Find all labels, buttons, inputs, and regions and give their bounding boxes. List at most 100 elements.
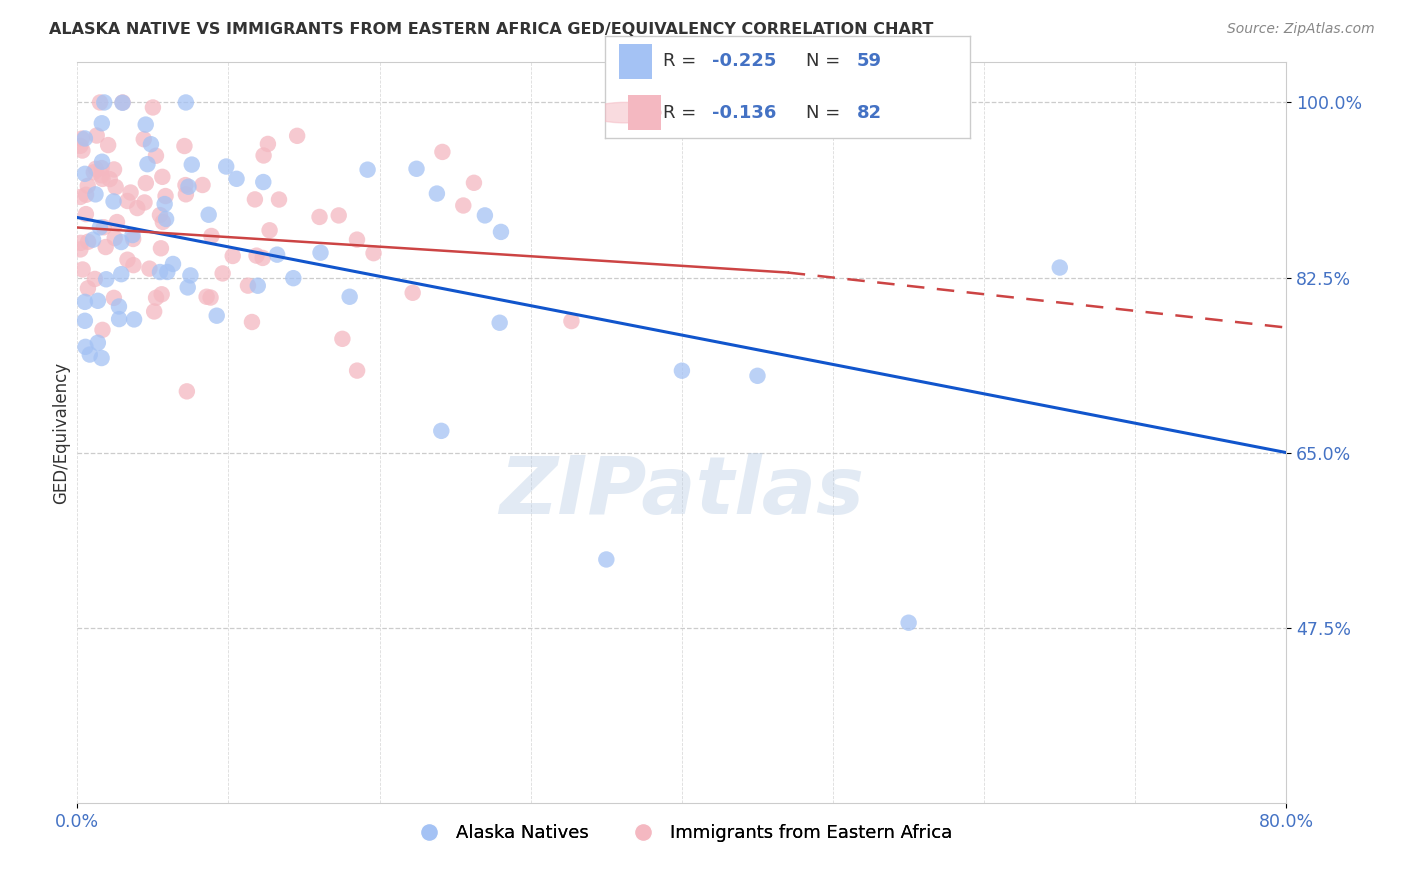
Point: [149, 208, 172, 222]
Point: [346, 233, 368, 247]
Point: [122, 232, 145, 246]
Point: [252, 251, 274, 265]
Text: ALASKA NATIVE VS IMMIGRANTS FROM EASTERN AFRICA GED/EQUIVALENCY CORRELATION CHAR: ALASKA NATIVE VS IMMIGRANTS FROM EASTERN…: [49, 22, 934, 37]
Point: [211, 267, 233, 281]
Point: [747, 368, 769, 383]
Point: [90, 351, 112, 365]
Point: [200, 291, 222, 305]
Point: [177, 179, 200, 194]
Point: [200, 229, 222, 244]
Point: [108, 312, 131, 326]
Point: [145, 291, 167, 305]
Point: [215, 160, 238, 174]
Point: [135, 176, 157, 190]
Point: [240, 315, 263, 329]
Point: [153, 197, 176, 211]
Point: [127, 201, 149, 215]
Point: [174, 178, 197, 192]
Point: [75, 187, 97, 202]
Point: [149, 265, 172, 279]
Point: [267, 193, 290, 207]
Point: [84, 272, 107, 286]
Point: [72, 262, 94, 277]
Point: [136, 157, 159, 171]
Point: [73, 314, 96, 328]
Point: [69, 243, 91, 257]
Point: [453, 198, 475, 212]
Point: [91, 323, 114, 337]
Point: [162, 257, 184, 271]
Point: [363, 246, 385, 260]
Point: [122, 312, 145, 326]
Point: [257, 136, 280, 151]
Point: [134, 195, 156, 210]
Point: [283, 271, 305, 285]
Point: [120, 186, 142, 200]
Point: [152, 215, 174, 229]
Point: [174, 95, 197, 110]
Point: [180, 158, 202, 172]
Point: [98, 172, 121, 186]
Point: [93, 220, 115, 235]
Point: [595, 552, 617, 566]
Point: [156, 265, 179, 279]
Point: [150, 169, 173, 184]
Point: [145, 149, 167, 163]
Circle shape: [588, 103, 661, 123]
Point: [222, 249, 245, 263]
Point: [72, 144, 94, 158]
Point: [225, 171, 247, 186]
FancyBboxPatch shape: [619, 44, 652, 78]
Point: [111, 95, 134, 110]
Point: [73, 167, 96, 181]
Point: [143, 304, 166, 318]
Point: [426, 186, 449, 201]
Point: [122, 258, 145, 272]
Point: [402, 285, 425, 300]
Point: [560, 314, 582, 328]
Point: [77, 235, 100, 249]
Point: [69, 190, 91, 204]
FancyBboxPatch shape: [628, 95, 661, 130]
Point: [339, 290, 361, 304]
Point: [121, 228, 143, 243]
Point: [173, 139, 195, 153]
Point: [75, 207, 97, 221]
Point: [77, 281, 100, 295]
Point: [430, 424, 453, 438]
Point: [93, 95, 115, 110]
Point: [236, 278, 259, 293]
Point: [76, 178, 98, 193]
Point: [177, 280, 200, 294]
Point: [246, 278, 269, 293]
Point: [105, 215, 128, 229]
Point: [83, 165, 105, 179]
Point: [91, 172, 114, 186]
Point: [174, 187, 197, 202]
Point: [285, 128, 308, 143]
Point: [671, 364, 693, 378]
Point: [132, 132, 155, 146]
Point: [111, 95, 134, 110]
Point: [75, 340, 97, 354]
Text: Source: ZipAtlas.com: Source: ZipAtlas.com: [1227, 22, 1375, 37]
Point: [91, 154, 114, 169]
Point: [346, 363, 368, 377]
Point: [103, 194, 125, 209]
Text: 59: 59: [856, 53, 882, 70]
Point: [179, 268, 201, 283]
Point: [139, 137, 162, 152]
Text: N =: N =: [806, 103, 845, 121]
Point: [191, 178, 214, 192]
Point: [149, 241, 172, 255]
Point: [243, 193, 266, 207]
Point: [1049, 260, 1071, 275]
Point: [90, 168, 112, 182]
Point: [103, 291, 125, 305]
Point: [104, 231, 127, 245]
Point: [897, 615, 920, 630]
Point: [328, 209, 350, 223]
Point: [84, 161, 107, 176]
Point: [142, 100, 165, 114]
Text: 82: 82: [856, 103, 882, 121]
